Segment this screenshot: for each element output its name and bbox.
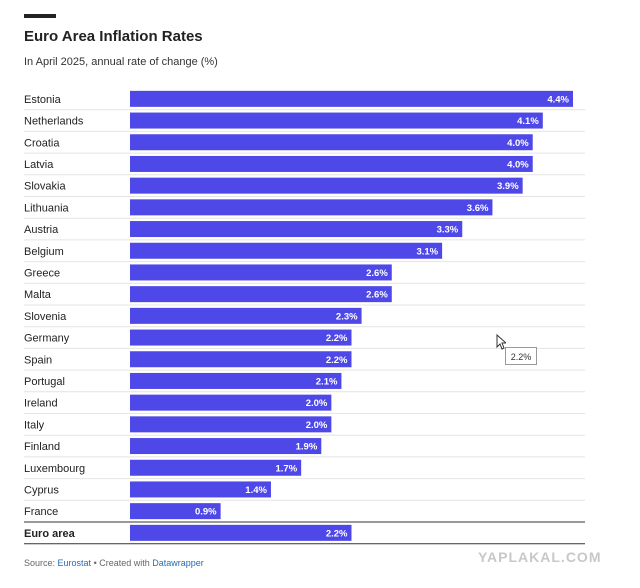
category-label-estonia: Estonia [24,94,62,106]
source-link-eurostat[interactable]: Eurostat [57,558,92,568]
category-label-austria: Austria [24,224,59,236]
category-label-cyprus: Cyprus [24,484,59,496]
bar-spain [130,351,352,368]
value-label-netherlands: 4.1% [517,116,539,127]
footer-separator: • Created with [91,558,153,568]
category-label-ireland: Ireland [24,398,58,410]
category-label-netherlands: Netherlands [24,116,84,128]
category-label-spain: Spain [24,354,52,366]
bar-euro-area [130,524,352,541]
value-label-spain: 2.2% [326,355,348,366]
value-label-italy: 2.0% [306,420,328,431]
bar-ireland [130,394,332,411]
category-label-belgium: Belgium [24,246,64,258]
value-label-euro-area: 2.2% [326,528,348,539]
hover-tooltip: 2.2% [505,347,537,365]
value-label-france: 0.9% [195,507,217,518]
category-label-finland: Finland [24,441,60,453]
bar-greece [130,264,392,281]
bar-italy [130,416,332,433]
datawrapper-link[interactable]: Datawrapper [152,558,204,568]
watermark-logo: YAPLAKAL.COM [478,549,602,565]
value-label-latvia: 4.0% [507,159,529,170]
category-label-slovakia: Slovakia [24,181,66,193]
value-label-belgium: 3.1% [416,246,438,257]
bar-portugal [130,372,342,389]
category-label-italy: Italy [24,419,45,431]
mouse-cursor-icon [496,333,508,350]
bar-slovakia [130,177,523,194]
bar-finland [130,438,322,455]
chart-subtitle: In April 2025, annual rate of change (%) [24,56,218,68]
value-label-cyprus: 1.4% [245,485,267,496]
value-label-croatia: 4.0% [507,138,529,149]
category-label-greece: Greece [24,267,60,279]
chart-footer: Source: Eurostat • Created with Datawrap… [24,558,204,568]
category-label-portugal: Portugal [24,376,65,388]
value-label-ireland: 2.0% [306,398,328,409]
category-label-croatia: Croatia [24,137,60,149]
chart-title: Euro Area Inflation Rates [24,28,203,45]
bar-austria [130,221,463,238]
footer-source-prefix: Source: [24,558,58,568]
category-label-malta: Malta [24,289,52,301]
value-label-portugal: 2.1% [316,376,338,387]
bar-germany [130,329,352,346]
value-label-finland: 1.9% [296,442,318,453]
value-label-lithuania: 3.6% [467,203,489,214]
category-label-luxembourg: Luxembourg [24,463,85,475]
value-label-estonia: 4.4% [547,94,569,105]
bar-cyprus [130,481,271,498]
bar-estonia [130,90,573,107]
top-accent-bar [24,14,56,18]
value-label-greece: 2.6% [366,268,388,279]
category-label-lithuania: Lithuania [24,202,70,214]
category-label-latvia: Latvia [24,159,54,171]
bar-netherlands [130,112,543,129]
category-label-germany: Germany [24,333,70,345]
bar-croatia [130,134,533,151]
category-label-france: France [24,506,58,518]
bar-malta [130,286,392,303]
bar-luxembourg [130,459,302,476]
value-label-malta: 2.6% [366,290,388,301]
value-label-germany: 2.2% [326,333,348,344]
value-label-slovenia: 2.3% [336,311,358,322]
category-label-slovenia: Slovenia [24,311,67,323]
value-label-luxembourg: 1.7% [276,463,298,474]
value-label-slovakia: 3.9% [497,181,519,192]
bar-slovenia [130,307,362,324]
category-label-euro-area: Euro area [24,528,76,540]
bar-belgium [130,242,443,259]
value-label-austria: 3.3% [437,225,459,236]
bar-lithuania [130,199,493,216]
bar-france [130,503,221,520]
bar-latvia [130,155,533,172]
